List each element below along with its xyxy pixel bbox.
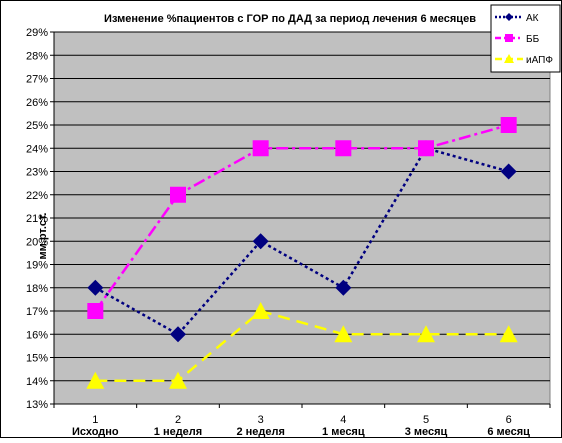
series-0-point: [252, 233, 269, 250]
gridlines: [54, 31, 550, 382]
series-2-point: [169, 371, 187, 389]
chart-title: Изменение %пациентов с ГОР по ДАД за пер…: [104, 13, 476, 25]
series-0-point: [500, 163, 517, 180]
y-tick-label: 29%: [26, 27, 48, 39]
y-tick-label: 27%: [26, 74, 48, 86]
y-tick-label: 23%: [26, 167, 48, 179]
y-tick-label: 22%: [26, 190, 48, 202]
y-tick-label: 19%: [26, 260, 48, 272]
series-1-point: [170, 186, 186, 203]
y-axis-title: мм.рт.ст.: [37, 213, 49, 260]
y-tick-label: 21%: [26, 213, 48, 225]
y-tick-label: 26%: [26, 97, 48, 109]
legend-swatch-marker: [504, 54, 514, 63]
legend-label: иАПФ: [526, 55, 553, 66]
series-1-point: [500, 117, 517, 133]
legend-swatch-marker: [505, 34, 513, 42]
legend-label: ББ: [526, 34, 540, 45]
x-category-label: 1 месяц: [322, 426, 365, 438]
series-1-point: [418, 140, 434, 157]
y-tick-label: 25%: [26, 120, 48, 132]
series-0-line: [94, 146, 510, 336]
series-2-point: [499, 325, 518, 343]
y-tick-label: 14%: [26, 376, 48, 388]
series-1: [87, 117, 517, 319]
series-0-point: [335, 279, 352, 296]
x-category-label: 3 месяц: [405, 426, 448, 438]
y-tick-label: 28%: [26, 50, 48, 62]
series-1-point: [335, 140, 352, 157]
y-tick-label: 17%: [26, 306, 48, 318]
y-tick-label: 20%: [26, 236, 48, 248]
y-tick-label: 13%: [26, 399, 48, 411]
x-category-label: Исходно: [72, 426, 119, 438]
series-2: [86, 302, 518, 389]
series-layer: [86, 117, 518, 389]
x-tick-number: 1: [92, 414, 98, 426]
legend-swatch-marker: [505, 13, 513, 21]
axes: 13% 14% 15% 16% 17% 18% 19% 20% 21% 22% 23% 24% 25% 2…: [26, 27, 551, 438]
x-tick-number: 5: [423, 414, 429, 426]
legend-box: [490, 4, 561, 73]
y-tick-label: 16%: [26, 329, 48, 341]
legend-label: АК: [526, 13, 539, 24]
series-2-point: [251, 302, 270, 319]
series-2-line: [95, 309, 509, 382]
y-tick-label: 15%: [26, 353, 48, 365]
series-2-point: [334, 325, 353, 343]
series-1-line: [94, 123, 510, 312]
series-2-point: [417, 325, 435, 343]
x-tick-number: 2: [175, 414, 181, 426]
series-1-point: [252, 140, 269, 157]
y-tick-label: 24%: [26, 143, 48, 155]
series-1-point: [87, 303, 104, 319]
y-tick-label: 18%: [26, 283, 48, 295]
series-0-point: [170, 326, 186, 343]
x-tick-number: 4: [340, 414, 346, 426]
x-tick-number: 6: [506, 414, 512, 426]
x-category-label: 6 месяц: [487, 426, 530, 438]
series-0-point: [87, 279, 104, 296]
series-2-point: [86, 371, 105, 389]
x-category-label: 1 неделя: [154, 426, 202, 438]
x-category-label: 2 неделя: [236, 426, 284, 438]
legend: АК ББ иАПФ: [490, 4, 561, 73]
x-tick-number: 3: [258, 414, 264, 426]
